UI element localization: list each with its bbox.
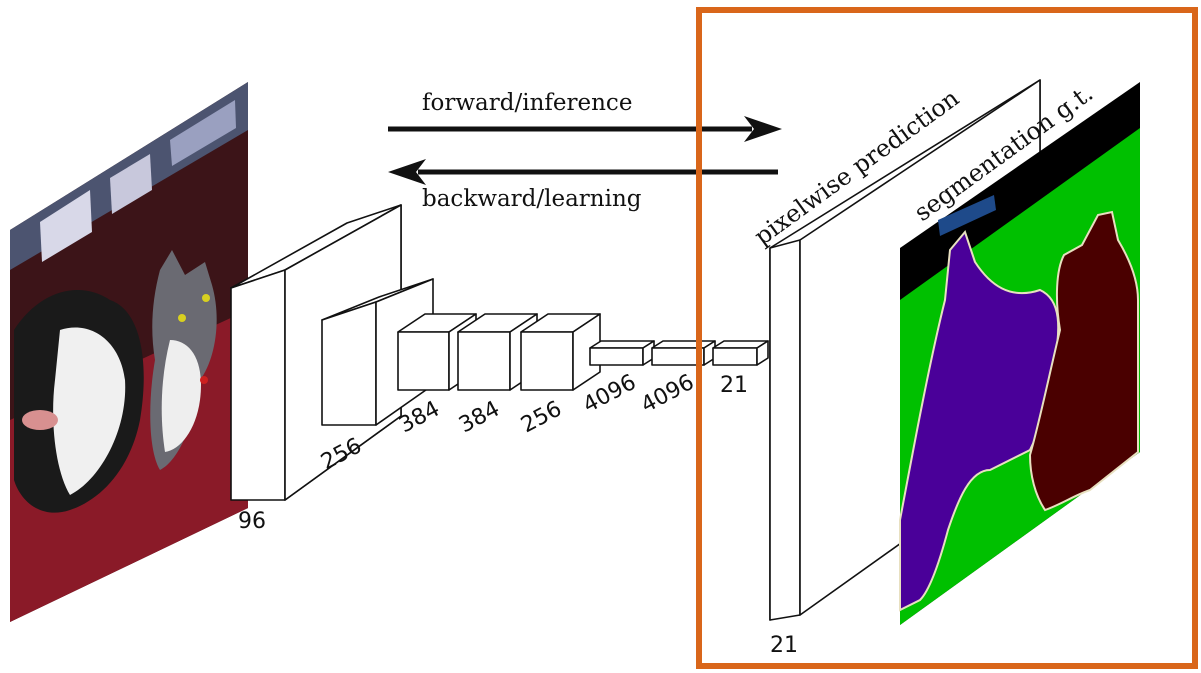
- backward-arrow: [388, 159, 778, 185]
- output-depth-label: 21: [770, 633, 798, 658]
- forward-arrow: [388, 116, 782, 142]
- fc8-label: 21: [720, 373, 748, 398]
- fc6-block: [589, 340, 655, 366]
- fc7-label: 4096: [637, 370, 698, 418]
- highlight-frame: [696, 7, 1198, 669]
- conv4-label: 384: [455, 397, 504, 439]
- fc7-block: [651, 340, 716, 366]
- fc8-block: [712, 340, 769, 366]
- forward-label: forward/inference: [422, 90, 632, 116]
- segmentation-gt-image: [899, 82, 1140, 625]
- input-image: [10, 82, 248, 622]
- conv1-block: [230, 204, 402, 501]
- conv5-label: 256: [517, 397, 566, 439]
- backward-label: backward/learning: [422, 186, 642, 212]
- conv1-label: 96: [238, 509, 266, 534]
- conv5-block: [520, 313, 601, 391]
